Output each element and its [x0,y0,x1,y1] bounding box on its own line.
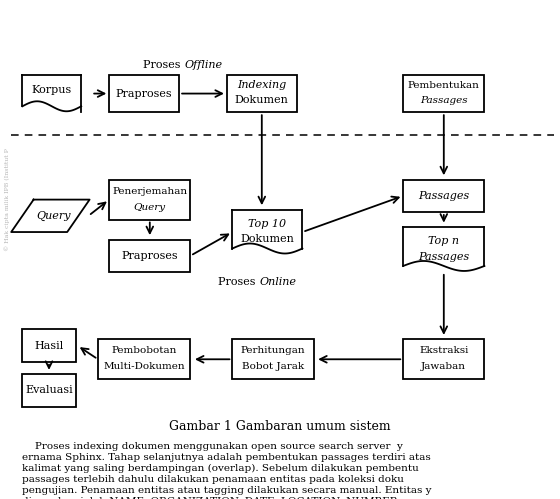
Text: Dokumen: Dokumen [235,94,289,105]
Text: Online: Online [260,277,297,287]
Text: passages terlebih dahulu dilakukan penamaan entitas pada koleksi doku: passages terlebih dahulu dilakukan penam… [22,475,404,484]
Text: pengujian. Penamaan entitas atau tagging dilakukan secara manual. Entitas y: pengujian. Penamaan entitas atau tagging… [22,486,432,495]
Text: Penerjemahan: Penerjemahan [112,187,188,196]
Text: Pembentukan: Pembentukan [408,81,480,90]
Bar [109,75,179,112]
Text: Pembobotan: Pembobotan [111,346,177,355]
Text: Gambar 1 Gambaran umum sistem: Gambar 1 Gambaran umum sistem [169,420,391,433]
Text: Perhitungan: Perhitungan [241,346,305,355]
Text: Jawaban: Jawaban [421,362,466,371]
Text: Offline: Offline [184,60,222,70]
Bar [403,75,484,112]
Text: Query: Query [36,211,71,221]
Text: Indexing: Indexing [237,80,286,90]
Text: Korpus: Korpus [32,84,72,95]
Bar [109,180,190,220]
Bar [109,240,190,272]
Text: Query: Query [134,203,166,212]
Text: Passages: Passages [418,191,469,201]
Bar [98,339,190,379]
Text: Top n: Top n [428,236,459,246]
Text: Passages: Passages [420,96,468,105]
Text: Ekstraksi: Ekstraksi [419,346,469,355]
Bar [22,374,76,407]
Text: Praproses: Praproses [122,250,178,261]
Bar [403,180,484,212]
Text: Bobot Jarak: Bobot Jarak [242,362,304,371]
Text: Praproses: Praproses [116,88,172,99]
Text: digunakan ialah NAME, ORGANIZATION, DATE, LOCATION, NUMBER,: digunakan ialah NAME, ORGANIZATION, DATE… [22,497,401,499]
Text: Hasil: Hasil [34,340,64,351]
Text: Top 10: Top 10 [248,219,287,229]
Text: ernama Sphinx. Tahap selanjutnya adalah pembentukan passages terdiri atas: ernama Sphinx. Tahap selanjutnya adalah … [22,453,431,462]
Text: Proses indexing dokumen menggunakan open source search server  y: Proses indexing dokumen menggunakan open… [22,442,403,451]
Text: Multi-Dokumen: Multi-Dokumen [104,362,185,371]
Bar [403,339,484,379]
Text: © Hak cipta milik IPB (Institut P: © Hak cipta milik IPB (Institut P [4,148,10,251]
Text: Proses: Proses [218,277,259,287]
Bar [227,75,297,112]
Text: Evaluasi: Evaluasi [25,385,73,396]
Bar [232,339,314,379]
Text: Dokumen: Dokumen [240,234,295,244]
Bar [22,329,76,362]
Text: Passages: Passages [418,252,469,262]
Text: Proses: Proses [143,60,184,70]
Text: kalimat yang saling berdampingan (overlap). Sebelum dilakukan pembentu: kalimat yang saling berdampingan (overla… [22,464,419,473]
